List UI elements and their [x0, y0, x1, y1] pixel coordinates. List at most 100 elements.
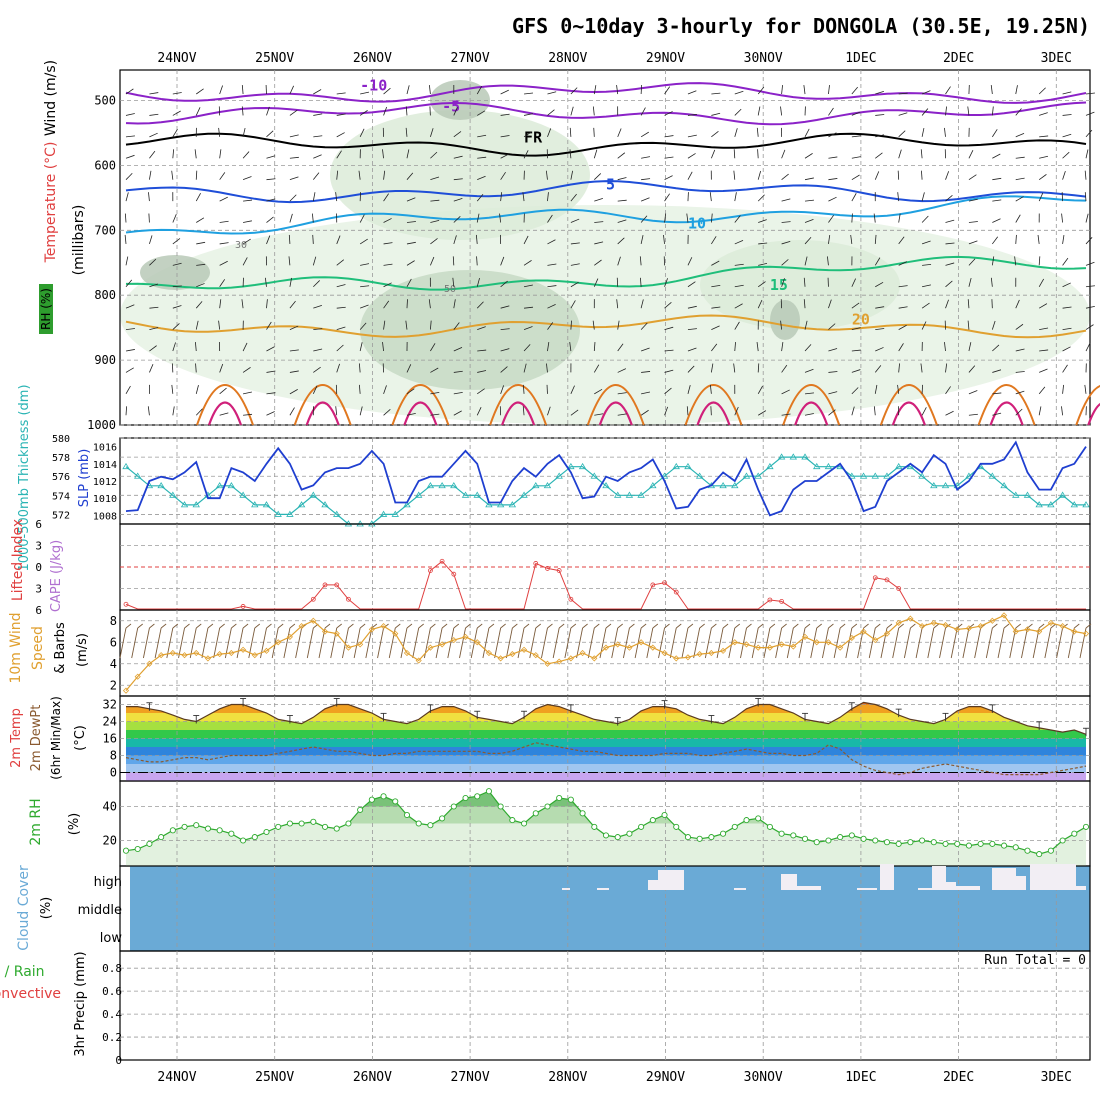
wind-barb	[1061, 406, 1063, 416]
wind-speed-marker	[989, 617, 996, 624]
wind-barb	[757, 623, 764, 629]
rh-marker	[169, 827, 176, 834]
wind-speed-marker	[766, 644, 773, 651]
wind-barb	[663, 234, 665, 244]
slp-tick: 1014	[93, 460, 117, 471]
wind-barb	[336, 344, 344, 352]
wind-speed-marker	[556, 658, 563, 665]
wind-barb	[716, 627, 724, 659]
wind-barb	[992, 218, 1001, 223]
wind-barb	[336, 132, 345, 138]
pressure-tick: 900	[94, 353, 116, 367]
thickness-marker	[414, 491, 423, 498]
wind-barb	[945, 106, 947, 116]
cloud-ylabel-units: (%)	[39, 897, 54, 920]
isotherm-lobe	[501, 401, 536, 426]
wind-barb	[686, 406, 689, 416]
wind-barb	[243, 413, 253, 416]
cloud-high-gap	[1076, 886, 1086, 890]
wind-barb	[617, 237, 625, 245]
wind-barb	[476, 85, 483, 95]
wind-barb	[710, 363, 714, 373]
wind-barb	[968, 342, 972, 352]
wind-speed-marker	[895, 619, 902, 626]
thickness-marker	[461, 491, 470, 498]
wind-barb	[664, 406, 669, 416]
wind-barb	[382, 149, 384, 159]
temp-band	[126, 738, 1086, 747]
li-marker	[310, 596, 316, 602]
wind-barb	[898, 363, 900, 373]
li-marker	[767, 597, 773, 603]
thickness-marker	[813, 462, 821, 470]
wind-barb	[535, 623, 542, 629]
li-tick: 6	[35, 604, 42, 617]
wind-barb	[1015, 408, 1023, 416]
wind-barb	[570, 263, 580, 266]
wind-barb	[781, 364, 788, 373]
thickness-marker	[297, 501, 306, 508]
thickness-marker	[695, 472, 704, 479]
wind-barb	[195, 320, 199, 330]
thickness-marker	[555, 472, 563, 479]
wind-barb	[640, 107, 646, 116]
isotherm-lobe	[684, 384, 743, 426]
wind-barb	[242, 367, 251, 373]
wind-barb	[804, 128, 810, 138]
wind-barb	[266, 235, 271, 245]
wind-barb	[616, 299, 619, 309]
wind-barb	[266, 155, 276, 159]
wind-barb	[828, 214, 835, 223]
wind-barb	[570, 300, 576, 309]
wind-barb	[383, 87, 391, 95]
wind-barb	[430, 367, 439, 373]
rh-marker	[263, 828, 270, 836]
rh-marker	[602, 832, 610, 839]
isotherm-5	[125, 180, 1087, 204]
wind-barb	[828, 391, 838, 395]
thickness-marker	[1070, 501, 1078, 508]
wind-barb	[400, 627, 408, 659]
wind-speed-marker	[532, 652, 539, 659]
wind-barb	[1044, 627, 1052, 659]
cloud-level-label: high	[94, 875, 122, 890]
wind-barb	[611, 627, 619, 659]
run-total: Run Total = 0	[984, 953, 1086, 968]
rh-ylabel: 2m RH	[28, 798, 44, 845]
wind-barb	[828, 107, 834, 116]
wind-speed-marker	[345, 644, 352, 651]
date-label-top: 29NOV	[646, 51, 685, 66]
wind-barb	[1085, 92, 1095, 95]
rh-marker	[638, 823, 645, 830]
wind-barb	[453, 235, 457, 245]
wind-barb	[664, 387, 672, 395]
date-label-top: 30NOV	[744, 51, 783, 66]
rh-marker	[216, 827, 223, 834]
wind-barb	[522, 384, 525, 394]
wind-barb	[547, 91, 557, 95]
wind-barb	[476, 213, 480, 223]
date-label-bottom: 30NOV	[744, 1070, 783, 1085]
wind-barb	[541, 627, 548, 659]
thickness-marker	[1058, 491, 1067, 498]
wind-barb	[289, 176, 299, 181]
wind-barb	[523, 284, 533, 288]
wind-barb	[781, 623, 787, 629]
wind-barb	[781, 85, 783, 95]
wind-barb	[711, 130, 719, 138]
wind-barb	[1015, 108, 1022, 116]
wind-barb	[992, 199, 1002, 202]
wind-barb	[828, 178, 838, 181]
wind-barb	[780, 320, 783, 330]
wind-barb	[1038, 256, 1041, 266]
cloud-high-gap	[956, 886, 980, 890]
wind-barb	[312, 213, 314, 223]
wind-barb	[592, 106, 595, 116]
li-tick: 3	[35, 583, 42, 596]
wind-barb	[845, 627, 853, 659]
isotherm-label: 5	[606, 175, 615, 193]
wind-barb	[336, 306, 346, 309]
wind-barb	[412, 627, 420, 659]
wind-ylabel-1: 10m Wind	[8, 612, 24, 683]
wind-barb	[664, 302, 672, 309]
